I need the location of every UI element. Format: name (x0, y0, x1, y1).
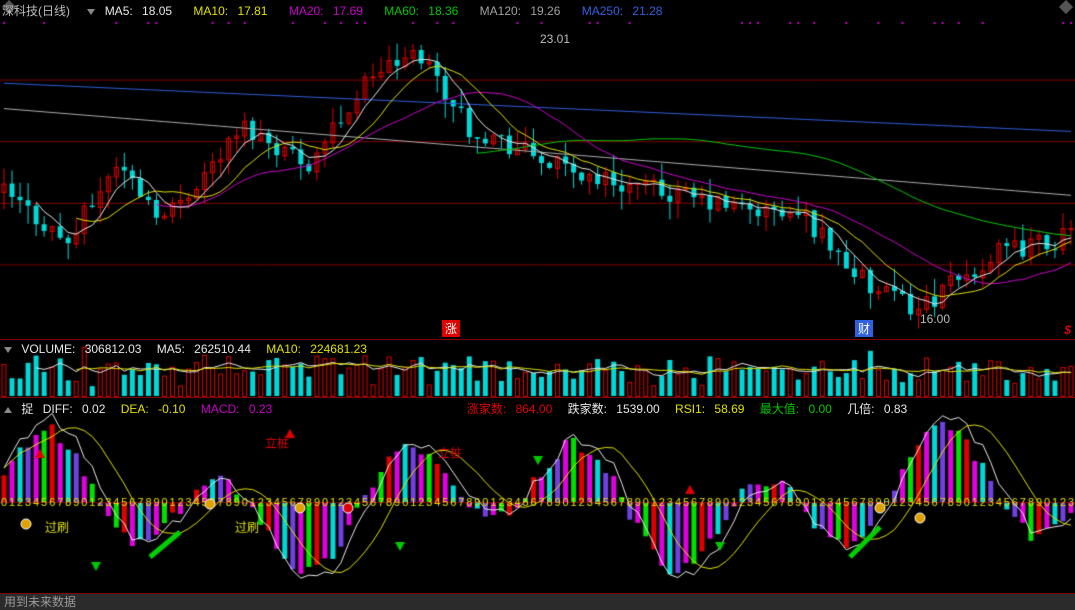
footer-text: 用到未来数据 (4, 595, 76, 609)
ind-max: 最大值: 0.00 (760, 402, 838, 416)
ind-zhang: 涨家数: 864.00 (467, 402, 558, 416)
indicator-header: 捉 DIFF: 0.02 DEA: -0.10 MACD: 0.23 涨家数: … (2, 400, 1072, 417)
ind-rsi: RSI1: 58.69 (675, 402, 750, 416)
marker-zhang: 涨 (442, 320, 460, 337)
price-label-low: 16.00 (920, 312, 950, 326)
volume-ma5: MA5: 262510.44 (157, 342, 257, 356)
chevron-down-icon[interactable] (87, 9, 95, 15)
ind-macd: MACD: 0.23 (201, 402, 278, 416)
volume-value: VOLUME: 306812.03 (21, 342, 147, 356)
price-canvas (0, 0, 1075, 340)
ind-diff: DIFF: 0.02 (43, 402, 112, 416)
price-label-high: 23.01 (540, 32, 570, 46)
indicator-panel[interactable]: 捉 DIFF: 0.02 DEA: -0.10 MACD: 0.23 涨家数: … (0, 398, 1075, 594)
chevron-down-icon[interactable] (4, 347, 12, 353)
ma10-label: MA10: 17.81 (193, 4, 279, 18)
ma60-label: MA60: 18.36 (384, 4, 470, 18)
ma5-label: MA5: 18.05 (105, 4, 184, 18)
volume-ma10: MA10: 224681.23 (266, 342, 373, 356)
price-header: 深科技(日线) MA5: 18.05 MA10: 17.81 MA20: 17.… (2, 2, 680, 19)
ind-dea: DEA: -0.10 (121, 402, 192, 416)
chevron-up-icon[interactable] (4, 407, 12, 413)
ind-zhuo: 捉 (21, 402, 33, 416)
indicator-canvas (0, 398, 1075, 594)
ma120-label: MA120: 19.26 (480, 4, 573, 18)
ma20-label: MA20: 17.69 (289, 4, 375, 18)
volume-header: VOLUME: 306812.03 MA5: 262510.44 MA10: 2… (2, 342, 379, 356)
ind-jibei: 几倍: 0.83 (847, 402, 913, 416)
marker-s: $ (1064, 323, 1071, 337)
marker-cai: 财 (855, 320, 873, 337)
ind-die: 跌家数: 1539.00 (568, 402, 666, 416)
ma250-label: MA250: 21.28 (582, 4, 675, 18)
footer-bar: 用到未来数据 (0, 594, 1075, 610)
stock-title: 深科技(日线) (2, 4, 76, 18)
volume-panel[interactable]: VOLUME: 306812.03 MA5: 262510.44 MA10: 2… (0, 340, 1075, 398)
price-chart-panel[interactable]: 深科技(日线) MA5: 18.05 MA10: 17.81 MA20: 17.… (0, 0, 1075, 340)
